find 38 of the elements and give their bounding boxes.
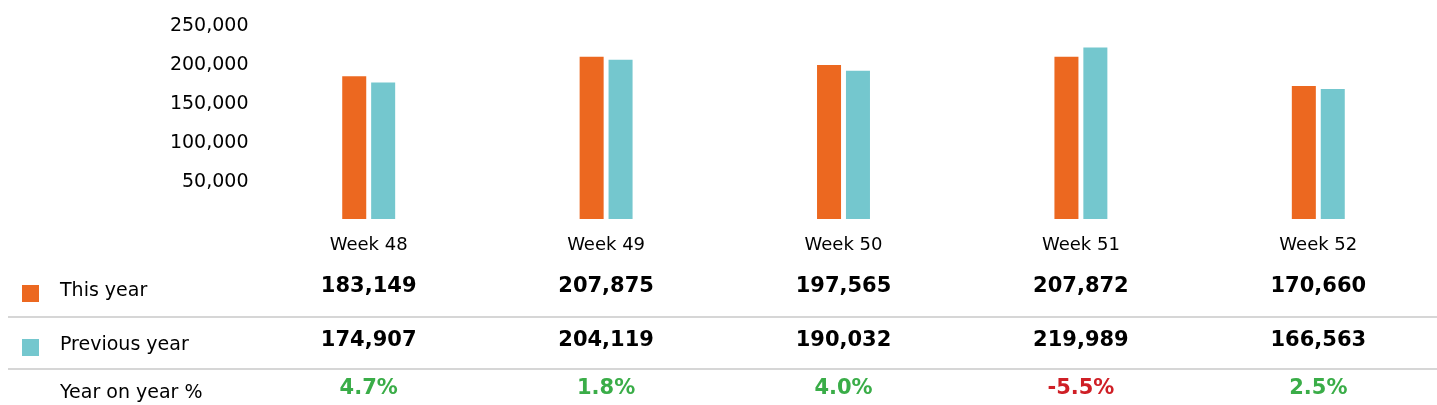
y-tick-label: 150,000	[169, 90, 249, 113]
bar	[1054, 56, 1079, 219]
data-label: 166,563	[1270, 327, 1367, 351]
bar	[845, 70, 870, 219]
legend-label: This year	[59, 278, 148, 300]
x-tick-label: Week 51	[1041, 232, 1120, 254]
data-label: 197,565	[795, 273, 892, 297]
data-label: 174,907	[320, 327, 417, 351]
x-tick-label: Week 52	[1279, 232, 1358, 254]
text: 2.5%	[1289, 375, 1348, 399]
bar	[371, 82, 396, 219]
text: 4.7%	[339, 375, 398, 399]
bar	[342, 76, 367, 219]
data-label: 219,989	[1033, 327, 1129, 351]
legend-label: Previous year	[60, 332, 189, 354]
data-label: 190,032	[795, 327, 892, 351]
text: 1.8%	[576, 375, 636, 399]
y-tick-label: 50,000	[182, 168, 249, 191]
text: 4.0%	[814, 375, 873, 399]
x-tick-label: Week 48	[329, 232, 408, 254]
bar	[608, 59, 633, 219]
bar	[579, 56, 604, 219]
y-tick-label: 200,000	[169, 51, 249, 74]
data-label: 183,149	[320, 273, 417, 297]
bar	[1320, 89, 1345, 219]
y-tick-label: 250,000	[169, 12, 249, 35]
text: -5.5%	[1047, 375, 1115, 399]
data-label: 170,660	[1270, 273, 1367, 297]
bar	[1291, 85, 1316, 219]
text: Year on year %	[59, 380, 203, 402]
y-tick-label: 100,000	[169, 129, 249, 152]
data-label: 207,872	[1033, 273, 1129, 297]
x-tick-label: Week 49	[567, 232, 646, 254]
data-label: 207,875	[558, 273, 654, 297]
bar	[1083, 47, 1108, 219]
data-label: 204,119	[558, 327, 654, 351]
x-tick-label: Week 50	[804, 232, 883, 254]
bar	[817, 64, 842, 219]
